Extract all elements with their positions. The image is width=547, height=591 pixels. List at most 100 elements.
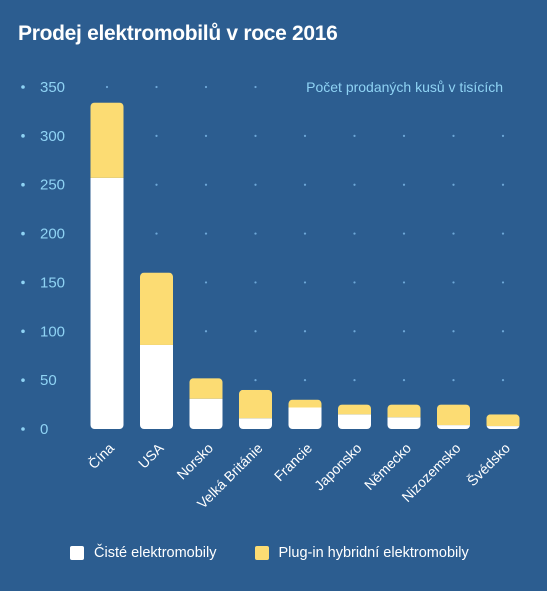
bar-pure-ev — [437, 425, 470, 429]
chart-title: Prodej elektromobilů v roce 2016 — [18, 22, 338, 45]
bar-pure-ev — [90, 177, 124, 429]
grid-dot — [452, 134, 455, 137]
bar-pure-ev — [189, 398, 223, 429]
legend-label-phev: Plug-in hybridní elektromobily — [278, 545, 469, 561]
grid-dot — [452, 379, 455, 382]
bar-pure-ev — [486, 426, 520, 429]
y-tick-dot — [21, 427, 25, 431]
bar-phev — [239, 389, 272, 419]
x-tick-label: Švédsko — [464, 440, 513, 489]
bar-group — [486, 414, 520, 429]
bar-group — [437, 404, 470, 429]
bar-pure-ev — [338, 414, 371, 429]
x-tick-label: Čína — [85, 440, 117, 472]
y-tick-label: 50 — [40, 372, 57, 389]
y-tick-dot — [21, 329, 25, 334]
x-tick-label: Norsko — [173, 440, 216, 483]
grid-dot — [303, 232, 307, 235]
bar-phev — [189, 378, 223, 399]
bar-pure-ev — [140, 344, 173, 429]
grid-dot — [452, 183, 455, 186]
grid-dot — [204, 85, 208, 89]
bar-group — [288, 399, 322, 429]
bar-phev — [90, 102, 124, 178]
grid-dot — [353, 232, 356, 235]
y-tick-label: 150 — [40, 274, 65, 291]
bar-phev — [140, 272, 173, 345]
grid-dot — [353, 134, 356, 137]
bar-pure-ev — [239, 418, 272, 429]
bar-group — [189, 378, 223, 429]
grid-dot — [452, 281, 455, 284]
grid-dot — [155, 183, 158, 186]
legend-swatch-pure-ev — [70, 546, 84, 560]
y-tick-dot — [21, 378, 25, 382]
legend-label-pure-ev: Čisté elektromobily — [94, 545, 217, 561]
grid-dot — [303, 281, 307, 284]
grid-dot — [303, 183, 307, 186]
grid-dot — [155, 85, 158, 89]
x-tick-label: Francie — [271, 440, 315, 484]
bar-group — [338, 404, 371, 429]
bar-group — [90, 102, 124, 429]
x-tick-label: Japonsko — [311, 440, 365, 494]
grid-dot — [501, 134, 505, 137]
legend-swatch-phev — [254, 546, 269, 560]
bar-pure-ev — [387, 417, 421, 429]
grid-dot — [204, 232, 208, 235]
grid-dot — [353, 379, 356, 382]
bar-phev — [387, 404, 421, 418]
y-tick-label: 250 — [40, 177, 65, 194]
y-tick-label: 100 — [40, 323, 65, 340]
grid-dot — [402, 281, 406, 284]
grid-dot — [501, 281, 505, 284]
bar-phev — [486, 414, 520, 427]
grid-dot — [452, 330, 455, 333]
grid-dot — [501, 379, 505, 382]
y-tick-dot — [21, 134, 25, 138]
grid-dot — [254, 134, 257, 137]
grid-dot — [402, 379, 406, 382]
legend-item-phev: Plug-in hybridní elektromobily — [254, 545, 469, 561]
grid-dot — [402, 232, 406, 235]
grid-dot — [303, 134, 307, 137]
y-tick-label: 300 — [40, 128, 65, 145]
grid-dot — [501, 330, 505, 333]
bar-phev — [288, 399, 322, 408]
units-note: Počet prodaných kusů v tisících — [306, 79, 503, 95]
grid-dot — [204, 134, 208, 137]
grid-dot — [303, 330, 307, 333]
grid-dot — [353, 183, 356, 186]
grid-dot — [254, 281, 257, 284]
y-tick-label: 0 — [40, 421, 48, 438]
x-tick-label: USA — [135, 439, 167, 471]
bar-group — [239, 389, 272, 429]
y-axis: 0 50 100 150 200 250 300 350 — [21, 79, 65, 438]
grid-dot — [254, 85, 257, 89]
grid-dot — [402, 134, 406, 137]
legend-item-pure-ev: Čisté elektromobily — [70, 545, 217, 561]
grid-dot — [254, 183, 257, 186]
bar-phev — [338, 404, 371, 415]
y-tick-dot — [21, 85, 25, 89]
bar-phev — [437, 404, 470, 426]
bar-group — [140, 272, 173, 429]
grid-dot — [501, 183, 505, 186]
grid-dot — [254, 379, 257, 382]
y-tick-dot — [21, 182, 25, 187]
grid-dot — [452, 232, 455, 235]
grid-dot — [204, 281, 208, 284]
grid-dot — [204, 330, 208, 333]
grid-dot — [501, 232, 505, 235]
grid-dot — [402, 330, 406, 333]
grid-dot — [155, 134, 158, 137]
y-tick-dot — [21, 231, 25, 236]
grid-dot — [254, 232, 257, 235]
bars — [90, 102, 520, 429]
y-tick-label: 200 — [40, 226, 65, 243]
y-tick-label: 350 — [40, 79, 65, 96]
grid-dot — [105, 85, 109, 89]
y-tick-dot — [21, 280, 25, 285]
